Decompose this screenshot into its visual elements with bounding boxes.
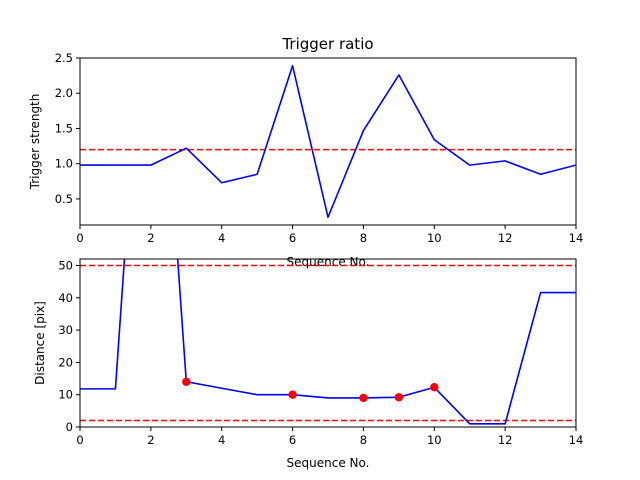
trigger-ratio-panel: 0 2 4 6 8 10 12 14 0.5 1.0 1.5 2.0 2.5 Trigger ratio… xyxy=(28,35,583,269)
x-tick-label: 0 xyxy=(76,231,83,245)
data-point-marker xyxy=(359,393,368,403)
y-tick-label: 2.0 xyxy=(55,86,73,100)
x-tick-label: 6 xyxy=(289,231,296,245)
plot-area xyxy=(80,259,576,425)
tick-layer: 0 2 4 6 8 10 12 14 0 10 20 30 40 50 xyxy=(58,258,583,447)
data-point-marker xyxy=(288,390,297,399)
y-axis-label: Distance [pix] xyxy=(33,301,47,385)
data-point-marker xyxy=(430,383,439,392)
plot-area xyxy=(80,64,576,219)
y-tick-label: 2.5 xyxy=(55,51,73,65)
data-point-marker xyxy=(182,377,191,386)
y-tick-label: 50 xyxy=(58,258,73,272)
distance-panel: 0 2 4 6 8 10 12 14 0 10 20 30 40 50 Sequence No. Dist… xyxy=(33,258,583,470)
x-tick-label: 12 xyxy=(498,433,513,447)
x-tick-label: 12 xyxy=(498,231,513,245)
x-tick-label: 6 xyxy=(289,433,296,447)
x-tick-label: 2 xyxy=(147,433,154,447)
series-line xyxy=(80,64,576,219)
x-tick-label: 0 xyxy=(76,433,83,447)
y-tick-label: 0 xyxy=(66,420,73,434)
y-tick-label: 1.0 xyxy=(55,157,73,171)
x-axis-label: Sequence No. xyxy=(287,255,370,269)
tick-layer: 0 2 4 6 8 10 12 14 0.5 1.0 1.5 2.0 2.5 xyxy=(55,51,584,245)
y-tick-label: 20 xyxy=(58,355,73,369)
x-tick-label: 4 xyxy=(218,231,225,245)
x-axis-label: Sequence No. xyxy=(287,456,370,470)
x-tick-label: 10 xyxy=(427,231,442,245)
x-tick-label: 4 xyxy=(218,433,225,447)
y-tick-label: 0.5 xyxy=(55,192,73,206)
x-tick-label: 8 xyxy=(360,433,367,447)
y-tick-label: 10 xyxy=(58,388,73,402)
data-point-marker xyxy=(394,393,404,402)
y-tick-label: 1.5 xyxy=(55,121,73,135)
x-tick-label: 2 xyxy=(147,231,154,245)
series-line xyxy=(80,259,576,425)
x-tick-label: 10 xyxy=(427,433,442,447)
axes-frame xyxy=(79,57,577,226)
x-tick-label: 14 xyxy=(569,231,584,245)
y-tick-label: 30 xyxy=(58,323,73,337)
x-tick-label: 14 xyxy=(569,433,584,447)
axes-frame xyxy=(79,258,577,428)
y-tick-label: 40 xyxy=(58,291,73,305)
chart-title: Trigger ratio xyxy=(281,35,373,53)
y-axis-label: Trigger strength xyxy=(28,94,42,191)
x-tick-label: 8 xyxy=(360,231,367,245)
